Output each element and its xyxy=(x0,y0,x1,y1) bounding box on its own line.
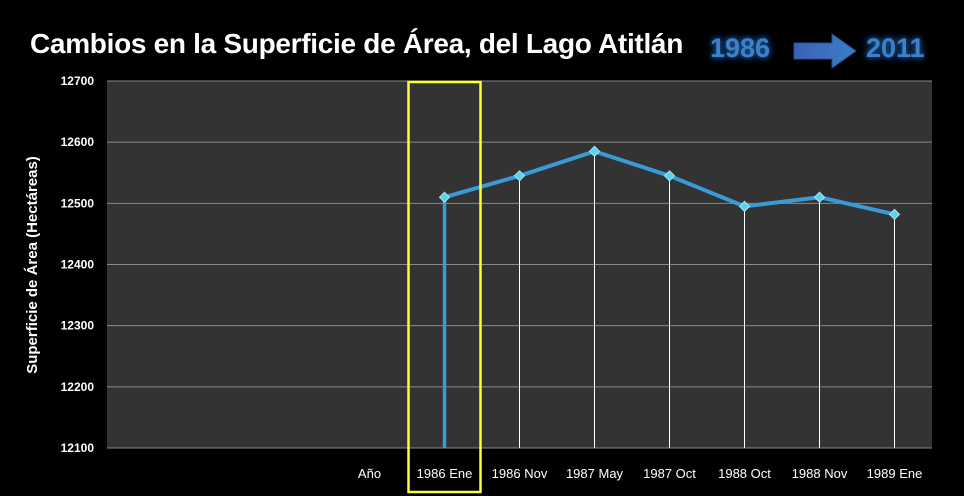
chart-title: Cambios en la Superficie de Área, del La… xyxy=(30,28,684,59)
x-axis-ticks: Año 1986 Ene 1986 Nov 1987 May 1987 Oct 1988 … xyxy=(358,466,922,481)
y-tick-label: 12300 xyxy=(61,319,95,333)
y-tick-label: 12500 xyxy=(61,196,95,210)
y-tick-label: 12100 xyxy=(61,441,95,455)
data-point xyxy=(438,191,451,203)
series-area xyxy=(438,145,901,448)
data-point xyxy=(663,170,676,182)
y-tick-label: 12700 xyxy=(61,74,95,88)
data-point xyxy=(738,200,751,213)
x-tick-label: 1988 Oct xyxy=(718,466,771,481)
data-point xyxy=(813,191,826,203)
data-point xyxy=(888,208,901,221)
year-end-badge: 2011 xyxy=(866,33,925,63)
x-tick-label: 1989 Ene xyxy=(867,466,923,481)
y-tick-label: 12200 xyxy=(61,380,95,394)
y-axis-ticks: 12100 12200 12300 12400 12500 12600 12700 xyxy=(61,74,95,455)
y-tick-label: 12400 xyxy=(61,258,95,272)
right-arrow-icon xyxy=(793,33,857,69)
highlight-box xyxy=(407,80,482,494)
y-axis-label: Superficie de Área (Hectáreas) xyxy=(24,156,41,374)
year-start-badge: 1986 xyxy=(710,33,771,63)
data-point xyxy=(513,170,526,182)
x-tick-label: 1987 May xyxy=(566,466,624,481)
x-tick-label: 1987 Oct xyxy=(643,466,696,481)
x-tick-label: 1986 Ene xyxy=(417,466,473,481)
x-tick-label: 1986 Nov xyxy=(492,466,548,481)
x-tick-label: Año xyxy=(358,466,381,481)
y-tick-label: 12600 xyxy=(61,135,95,149)
data-point xyxy=(588,145,601,158)
x-tick-label: 1988 Nov xyxy=(792,466,848,481)
